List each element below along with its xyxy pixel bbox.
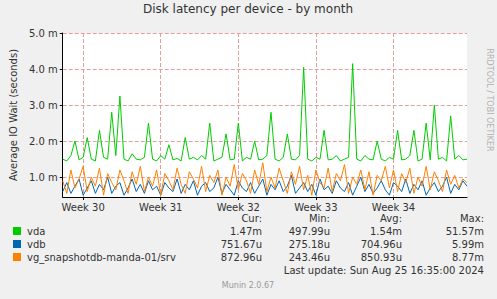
svg-text:Week 31: Week 31 xyxy=(139,202,182,213)
svg-text:243.46u: 243.46u xyxy=(289,252,330,263)
svg-text:275.18u: 275.18u xyxy=(289,239,330,250)
svg-text:1.0 m: 1.0 m xyxy=(29,172,58,183)
svg-text:5.99m: 5.99m xyxy=(452,239,484,250)
svg-text:497.99u: 497.99u xyxy=(289,226,330,237)
svg-text:Max:: Max: xyxy=(460,213,484,224)
svg-text:Last update: Sun Aug 25 16:35:: Last update: Sun Aug 25 16:35:00 2024 xyxy=(284,265,484,276)
svg-text:Min:: Min: xyxy=(309,213,330,224)
svg-text:Week 34: Week 34 xyxy=(372,202,415,213)
svg-text:8.77m: 8.77m xyxy=(452,252,484,263)
svg-text:vg_snapshotdb-manda-01/srv: vg_snapshotdb-manda-01/srv xyxy=(27,252,176,264)
svg-text:Disk latency per device - by m: Disk latency per device - by month xyxy=(143,2,353,16)
svg-text:704.96u: 704.96u xyxy=(361,239,402,250)
svg-text:Munin 2.0.67: Munin 2.0.67 xyxy=(222,281,274,290)
svg-text:850.93u: 850.93u xyxy=(361,252,402,263)
svg-text:751.67u: 751.67u xyxy=(221,239,262,250)
svg-text:3.0 m: 3.0 m xyxy=(29,100,58,111)
svg-text:Week 32: Week 32 xyxy=(217,202,260,213)
svg-text:5.0 m: 5.0 m xyxy=(29,28,58,39)
svg-text:1.54m: 1.54m xyxy=(370,226,402,237)
svg-text:RRDTOOL / TOBI OETIKER: RRDTOOL / TOBI OETIKER xyxy=(485,48,494,151)
svg-text:51.57m: 51.57m xyxy=(446,226,484,237)
svg-text:Avg:: Avg: xyxy=(380,213,402,224)
svg-text:vdb: vdb xyxy=(27,239,46,250)
svg-text:1.47m: 1.47m xyxy=(230,226,262,237)
svg-text:Average IO Wait (seconds): Average IO Wait (seconds) xyxy=(8,49,19,181)
svg-text:2.0 m: 2.0 m xyxy=(29,136,58,147)
svg-text:Week 30: Week 30 xyxy=(61,202,104,213)
svg-text:4.0 m: 4.0 m xyxy=(29,64,58,75)
svg-text:vda: vda xyxy=(27,226,45,237)
svg-text:Week 33: Week 33 xyxy=(294,202,337,213)
svg-text:Cur:: Cur: xyxy=(241,213,262,224)
svg-text:872.96u: 872.96u xyxy=(221,252,262,263)
